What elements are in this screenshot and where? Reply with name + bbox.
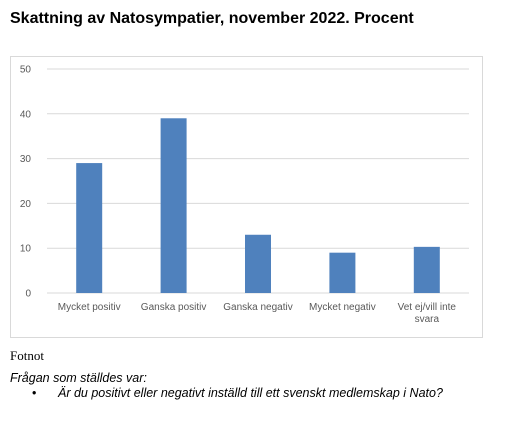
chart-title: Skattning av Natosympatier, november 202… (10, 10, 414, 27)
chart-area: 0 10 20 30 40 50 Mycket positiv Ganska positiv G… (10, 56, 483, 338)
bar-3 (245, 234, 271, 293)
category-label: Ganska negativ (223, 302, 293, 313)
category-label: Mycket positiv (58, 302, 121, 313)
bar-2 (160, 118, 187, 293)
category-label: Vet ej/vill inte svara (398, 302, 457, 325)
y-tick-label: 10 (20, 244, 32, 255)
y-tick-label: 20 (20, 199, 32, 210)
bar-4 (329, 252, 356, 293)
y-tick-label: 50 (20, 65, 32, 76)
bullet-icon: • (32, 386, 37, 400)
category-label: Mycket negativ (309, 302, 376, 313)
bar-1 (76, 163, 103, 293)
y-tick-label: 30 (20, 154, 32, 165)
question-text: Är du positivt eller negativt inställd t… (58, 386, 443, 400)
y-tick-label: 0 (25, 289, 31, 300)
category-label: Ganska positiv (141, 302, 207, 313)
bar-chart: 0 10 20 30 40 50 Mycket positiv Ganska positiv G… (20, 65, 469, 325)
question-item: • Är du positivt eller negativt inställd… (10, 386, 443, 400)
bar-5 (413, 246, 440, 293)
y-tick-label: 40 (20, 109, 32, 120)
question-intro: Frågan som ställdes var: (10, 371, 147, 385)
footnote-heading: Fotnot (10, 348, 44, 363)
question-list: • Är du positivt eller negativt inställd… (10, 386, 443, 400)
